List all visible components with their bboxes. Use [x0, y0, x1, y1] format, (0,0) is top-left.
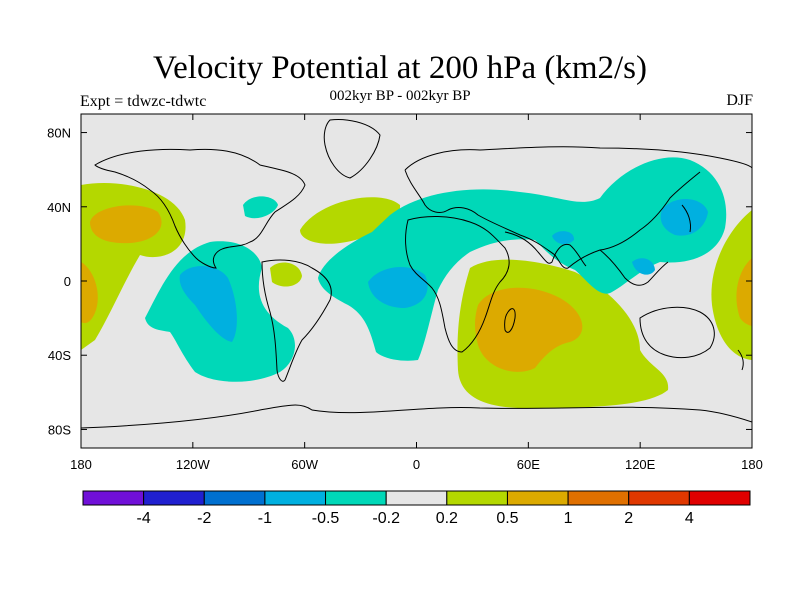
contour-max-indian-ocean	[475, 287, 583, 372]
season-label: DJF	[726, 92, 753, 109]
colorbar-label: -1	[258, 510, 272, 527]
x-tick-label: 0	[413, 457, 420, 472]
colorbar-label: 0.2	[436, 510, 458, 527]
colorbar-label: -4	[137, 510, 151, 527]
colorbar-segment	[446, 490, 508, 506]
y-axis: 80N 40N 0 40S 80S	[47, 126, 752, 437]
y-tick-label: 80S	[48, 422, 71, 437]
x-tick-label: 60E	[517, 457, 540, 472]
coastlines	[81, 119, 752, 429]
contour-positive-south-america-small	[270, 262, 302, 287]
y-tick-label: 40N	[47, 200, 71, 215]
coast-greenland	[323, 119, 381, 179]
coast-southeast-asia	[599, 249, 669, 286]
colorbar-label: -0.2	[372, 510, 400, 527]
map-title: Velocity Potential at 200 hPa (km2/s)	[152, 50, 648, 86]
contour-layer	[81, 119, 752, 429]
map-subtitle: 002kyr BP - 002kyr BP	[329, 88, 471, 104]
contour-max-central-pacific-north	[90, 205, 162, 244]
colorbar-segment	[82, 490, 145, 506]
colorbar-label: 2	[624, 510, 633, 527]
contour-min-atlantic	[368, 266, 428, 308]
colorbar-segment	[688, 490, 751, 506]
x-tick-label: 60W	[291, 457, 318, 472]
contour-positive-west-pacific-edge	[711, 210, 752, 360]
contour-negative-north-atlantic-small	[243, 196, 278, 219]
contour-min-east-pacific	[179, 265, 237, 342]
y-tick-label: 0	[64, 274, 71, 289]
coast-australia	[639, 306, 715, 359]
x-axis: 180 120W 60W 0 60E 120E 180	[70, 114, 763, 472]
colorbar-segment	[264, 490, 327, 506]
colorbar-segment	[385, 490, 448, 506]
colorbar: -4 -2 -1 -0.5 -0.2 0.2 0.5 1 2 4	[82, 490, 751, 527]
coast-antarctica	[81, 404, 752, 429]
contour-min-maritime	[632, 258, 655, 275]
colorbar-label: 4	[685, 510, 694, 527]
coast-arabia-india	[504, 231, 587, 267]
experiment-label: Expt = tdwzc-tdwtc	[80, 93, 207, 110]
coast-africa	[405, 216, 510, 353]
colorbar-label: -0.5	[312, 510, 340, 527]
colorbar-segment	[567, 490, 630, 506]
contour-negative-jet-band	[318, 157, 727, 361]
coast-japan	[681, 204, 691, 233]
colorbar-segment	[628, 490, 690, 506]
coast-new-zealand	[737, 349, 744, 371]
colorbar-segment	[143, 490, 205, 506]
coast-madagascar	[504, 308, 516, 333]
contour-min-south-asia	[552, 231, 575, 245]
x-tick-label: 120W	[176, 457, 211, 472]
colorbar-segment	[506, 490, 569, 506]
coast-south-america	[261, 259, 332, 382]
colorbar-segment	[203, 490, 266, 506]
contour-min-japan	[660, 198, 708, 236]
colorbar-label: -2	[197, 510, 211, 527]
contour-max-central-pacific-equator	[81, 262, 98, 324]
y-tick-label: 40S	[48, 348, 71, 363]
colorbar-label: 1	[564, 510, 573, 527]
colorbar-segment	[325, 490, 387, 506]
x-tick-label: 180	[741, 457, 763, 472]
y-tick-label: 80N	[47, 126, 71, 141]
colorbar-label: 0.5	[496, 510, 518, 527]
x-tick-label: 180	[70, 457, 92, 472]
contour-max-west-pacific-edge	[736, 258, 752, 326]
coast-north-america	[94, 148, 306, 269]
x-tick-label: 120E	[625, 457, 656, 472]
